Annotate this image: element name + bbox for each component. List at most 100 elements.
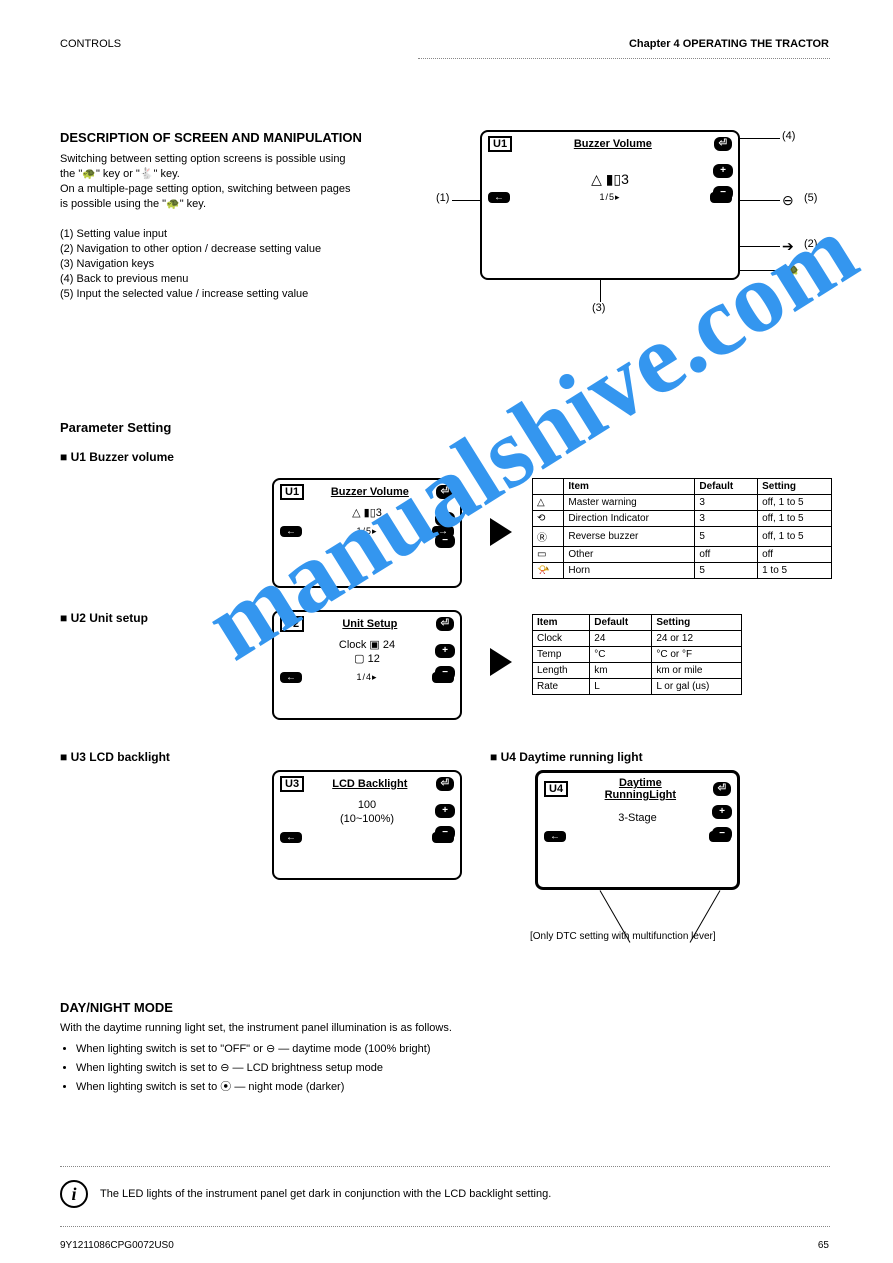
daynight-item: When lighting switch is set to "OFF" or … (76, 1042, 830, 1057)
leader-line (740, 270, 780, 271)
td: L (590, 679, 652, 695)
lcd-u-label: U1 (280, 484, 304, 500)
td: off (695, 547, 758, 563)
param-title: Parameter Setting (60, 420, 171, 435)
u2-table: ItemDefaultSetting Clock2424 or 12 Temp°… (532, 614, 742, 695)
lcd-u-label: U2 (280, 616, 304, 632)
lcd-u1: U1 Buzzer Volume +− △ ▮▯3 ←1/5▸→ (272, 478, 462, 588)
td: Ⓡ (533, 527, 564, 547)
return-button-icon (713, 782, 731, 796)
th: Item (564, 479, 695, 495)
desc-title: DESCRIPTION OF SCREEN AND MANIPULATION (60, 130, 362, 145)
leader-line (740, 200, 780, 201)
td: 📯 (533, 563, 564, 579)
lcd-title: Buzzer Volume (574, 138, 652, 150)
section-header: Chapter 4 OPERATING THE TRACTOR (629, 38, 829, 50)
plus-button-icon: + (435, 804, 455, 818)
day-night-block: DAY/NIGHT MODE With the daytime running … (60, 1000, 830, 1099)
return-button-icon (436, 485, 454, 499)
td: 24 (590, 631, 652, 647)
return-button-icon (436, 777, 454, 791)
desc-line: (1) Setting value input (60, 228, 167, 240)
desc-line: On a multiple-page setting option, switc… (60, 183, 350, 195)
td: km (590, 663, 652, 679)
minus-button-icon: − (435, 826, 455, 840)
info-icon: i (60, 1180, 88, 1208)
td: off (758, 547, 832, 563)
daynight-intro: With the daytime running light set, the … (60, 1021, 830, 1036)
page-top-label: CONTROLS (60, 38, 121, 50)
th: Default (695, 479, 758, 495)
plus-button-icon: + (713, 164, 733, 178)
lcd-center: △ ▮▯3 (274, 500, 460, 526)
desc-body: Switching between setting option screens… (60, 152, 450, 302)
leader-line (600, 280, 601, 302)
plus-button-icon: + (435, 512, 455, 526)
desc-line: the "🐢" key or "🐇" key. (60, 168, 180, 180)
lcd-title: Buzzer Volume (331, 486, 409, 498)
lcd-title: DaytimeRunningLight (605, 777, 676, 801)
lcd-center: 3-Stage (538, 801, 737, 831)
lcd-page (365, 833, 369, 843)
tortoise-icon: 🐢 (782, 262, 799, 279)
u4-caption: [Only DTC setting with multifunction lev… (530, 930, 760, 943)
td: ▭ (533, 547, 564, 563)
lcd-page: 1/5▸ (356, 526, 377, 537)
td: 5 (695, 563, 758, 579)
annot-3: (3) (592, 302, 605, 314)
annot-1: (1) (436, 192, 449, 204)
leader-line (740, 138, 780, 139)
td: 24 or 12 (652, 631, 742, 647)
lcd-center: Clock ▣ 24▢ 12 (274, 632, 460, 672)
minus-button-icon: − (713, 186, 733, 200)
daynight-item: When lighting switch is set to ⊖ — LCD b… (76, 1061, 830, 1076)
footer-divider (60, 1226, 830, 1227)
td: ⟲ (533, 511, 564, 527)
lcd-page: 1/4▸ (356, 672, 377, 683)
right-arrow-icon: ➔ (782, 238, 794, 255)
desc-line: (2) Navigation to other option / decreas… (60, 243, 321, 255)
td: Master warning (564, 495, 695, 511)
left-arrow-button-icon: ← (280, 672, 302, 683)
sub-u2: ■ U2 Unit setup (60, 611, 148, 625)
td: 1 to 5 (758, 563, 832, 579)
arrow-icon (490, 518, 512, 546)
minus-button-icon: − (435, 666, 455, 680)
lcd-u2: U2 Unit Setup +− Clock ▣ 24▢ 12 ←1/4▸→ (272, 610, 462, 720)
td: °C or °F (652, 647, 742, 663)
headlight-icon: ⊖ (782, 192, 794, 209)
u1-table: ItemDefaultSetting △Master warning3off, … (532, 478, 832, 579)
td: °C (590, 647, 652, 663)
lcd-center: △ ▮▯3 (482, 152, 738, 192)
leader-line (740, 246, 780, 247)
minus-button-icon: − (435, 534, 455, 548)
lcd-main-screen: U1 Buzzer Volume + − △ ▮▯3 ← 1/5▸ → (480, 130, 740, 280)
lcd-u4: U4 DaytimeRunningLight +− 3-Stage ← → (535, 770, 740, 890)
arrow-icon (490, 648, 512, 676)
td: L or gal (us) (652, 679, 742, 695)
plus-button-icon: + (712, 805, 732, 819)
td: km or mile (652, 663, 742, 679)
th: Default (590, 615, 652, 631)
note-divider (60, 1166, 830, 1167)
return-button-icon (436, 617, 454, 631)
daynight-heading: DAY/NIGHT MODE (60, 1000, 830, 1015)
td: off, 1 to 5 (758, 511, 832, 527)
annot-4: (4) (782, 130, 795, 142)
footer-left: 9Y1211086CPG0072US0 (60, 1240, 174, 1251)
th (533, 479, 564, 495)
td: Temp (533, 647, 590, 663)
note-row: i The LED lights of the instrument panel… (60, 1180, 551, 1208)
minus-button-icon: − (712, 827, 732, 841)
annot-5: (5) (804, 192, 817, 204)
lcd-title: Unit Setup (342, 618, 397, 630)
left-arrow-button-icon: ← (544, 831, 566, 842)
sub-u1: ■ U1 Buzzer volume (60, 450, 174, 464)
td: Rate (533, 679, 590, 695)
left-arrow-button-icon: ← (280, 526, 302, 537)
th: Setting (758, 479, 832, 495)
td: off, 1 to 5 (758, 495, 832, 511)
lcd-title: LCD Backlight (332, 778, 407, 790)
annot-2: (2) (804, 238, 817, 250)
lcd-u-label: U1 (488, 136, 512, 152)
